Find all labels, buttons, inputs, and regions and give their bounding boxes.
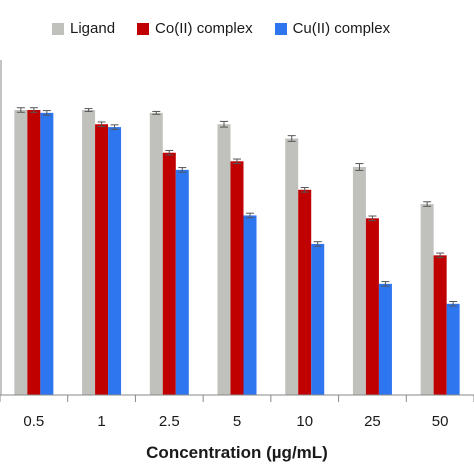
- bar-0-0: [14, 110, 28, 395]
- legend-item-0: Ligand: [52, 20, 115, 37]
- x-tick-label: 25: [364, 413, 381, 430]
- bar-1-5: [365, 218, 379, 395]
- bar-2-5: [378, 283, 392, 395]
- bar-0-5: [352, 167, 366, 395]
- legend-item-2: Cu(II) complex: [274, 20, 391, 37]
- legend-label: Cu(II) complex: [292, 20, 391, 37]
- bar-2-2: [175, 169, 189, 395]
- legend-swatch: [137, 22, 150, 35]
- bar-1-2: [162, 152, 176, 395]
- x-tick-label: 1: [97, 413, 105, 430]
- bar-2-1: [108, 127, 122, 395]
- legend-swatch: [52, 22, 64, 35]
- bar-0-2: [149, 112, 163, 395]
- x-tick-label: 0.5: [23, 413, 44, 430]
- bar-2-6: [446, 303, 460, 395]
- bar-0-6: [420, 204, 434, 395]
- x-tick-label: 50: [432, 413, 449, 430]
- legend-swatch: [274, 22, 287, 35]
- bar-0-4: [285, 138, 299, 395]
- chart-legend: Ligand Co(II) complex Cu(II) complex: [52, 20, 390, 37]
- bar-2-0: [40, 112, 54, 395]
- bar-1-6: [433, 255, 447, 395]
- x-tick-label: 2.5: [159, 413, 180, 430]
- bar-1-0: [27, 110, 41, 395]
- bar-2-4: [311, 243, 325, 395]
- x-tick-label: 10: [296, 413, 313, 430]
- x-axis-label: Concentration (µg/mL): [146, 443, 328, 462]
- bar-1-1: [95, 124, 109, 395]
- legend-label: Ligand: [70, 20, 116, 37]
- legend-item-1: Co(II) complex: [137, 20, 253, 37]
- bar-1-4: [298, 189, 312, 395]
- bar-1-3: [230, 161, 244, 395]
- bar-0-3: [217, 124, 231, 395]
- bar-0-1: [82, 110, 96, 395]
- legend-label: Co(II) complex: [155, 20, 253, 37]
- x-tick-label: 5: [233, 413, 241, 430]
- bar-2-3: [243, 215, 257, 395]
